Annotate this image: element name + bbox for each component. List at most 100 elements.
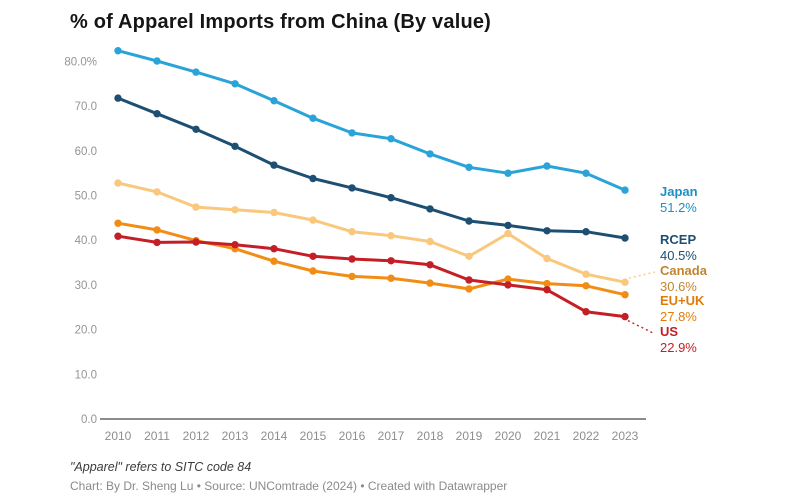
chart-title: % of Apparel Imports from China (By valu… <box>70 11 492 33</box>
y-tick-label: 0.0 <box>81 414 97 426</box>
series-label-rcep-name: RCEP <box>660 232 697 247</box>
data-point-rcep-2022 <box>582 228 590 236</box>
data-point-canada-2019 <box>465 252 473 260</box>
y-tick-label: 50.0 <box>75 191 97 203</box>
data-point-canada-2015 <box>309 216 317 224</box>
x-tick-label: 2014 <box>261 429 288 443</box>
y-tick-label: 30.0 <box>75 280 97 292</box>
y-tick-label: 40.0 <box>75 235 97 247</box>
data-point-japan-2013 <box>231 80 239 88</box>
x-tick-label: 2022 <box>573 429 600 443</box>
data-point-us-2023 <box>621 312 629 321</box>
data-point-japan-2014 <box>270 97 278 105</box>
data-point-euuk-2010 <box>114 219 122 227</box>
series-label-canada-value: 30.6% <box>660 279 697 294</box>
data-point-japan-2010 <box>114 47 122 55</box>
data-point-us-2021 <box>543 286 551 294</box>
data-point-euuk-2016 <box>348 272 356 281</box>
data-point-rcep-2016 <box>348 184 356 192</box>
data-point-japan-2019 <box>465 163 473 171</box>
data-point-rcep-2012 <box>192 125 200 133</box>
x-tick-label: 2015 <box>300 429 327 443</box>
data-point-japan-2015 <box>309 114 317 122</box>
data-point-us-2011 <box>153 238 161 247</box>
x-tick-label: 2018 <box>417 429 444 443</box>
leader-line-us <box>627 320 654 334</box>
x-tick-label: 2016 <box>339 429 366 443</box>
data-point-canada-2023 <box>621 278 629 286</box>
data-point-canada-2017 <box>387 232 395 240</box>
data-point-japan-2021 <box>543 162 551 170</box>
data-point-japan-2023 <box>621 186 629 194</box>
series-label-euuk-name: EU+UK <box>660 293 705 308</box>
data-point-canada-2020 <box>504 229 512 238</box>
data-point-us-2018 <box>426 261 434 269</box>
series-label-japan-value: 51.2% <box>660 200 697 215</box>
data-point-canada-2021 <box>543 254 551 263</box>
x-tick-label: 2023 <box>612 429 639 443</box>
data-point-japan-2011 <box>153 57 161 65</box>
data-point-us-2017 <box>387 257 395 265</box>
data-point-canada-2010 <box>114 179 122 187</box>
series-label-us: US 22.9% <box>660 324 697 356</box>
series-label-euuk: EU+UK 27.8% <box>660 293 704 325</box>
data-point-euuk-2017 <box>387 274 395 282</box>
data-point-euuk-2021 <box>543 279 551 288</box>
data-point-rcep-2020 <box>504 221 512 230</box>
data-point-us-2010 <box>114 232 122 240</box>
data-point-us-2012 <box>192 238 200 246</box>
series-label-euuk-value: 27.8% <box>660 309 697 324</box>
series-label-rcep-value: 40.5% <box>660 248 697 263</box>
series-line-canada <box>116 181 627 284</box>
data-point-euuk-2022 <box>582 282 590 290</box>
x-tick-label: 2021 <box>534 429 561 443</box>
x-tick-label: 2010 <box>105 429 132 443</box>
data-point-us-2019 <box>465 276 473 284</box>
data-point-canada-2022 <box>582 270 590 278</box>
data-point-rcep-2011 <box>153 110 161 118</box>
data-point-rcep-2014 <box>270 161 278 169</box>
data-point-rcep-2010 <box>114 94 122 102</box>
data-point-rcep-2019 <box>465 217 473 225</box>
data-point-japan-2018 <box>426 150 434 158</box>
data-point-us-2016 <box>348 255 356 263</box>
series-line-rcep <box>116 96 627 240</box>
series-label-us-value: 22.9% <box>660 340 697 355</box>
data-point-euuk-2019 <box>465 285 473 293</box>
series-line-us <box>116 234 627 319</box>
data-point-rcep-2013 <box>231 142 239 150</box>
data-point-euuk-2011 <box>153 226 161 234</box>
data-point-canada-2018 <box>426 237 434 246</box>
data-point-rcep-2023 <box>621 234 629 242</box>
leader-line-canada <box>628 271 656 279</box>
data-point-japan-2017 <box>387 135 395 143</box>
x-tick-label: 2012 <box>183 429 210 443</box>
series-label-canada-name: Canada <box>660 263 707 278</box>
data-point-us-2022 <box>582 308 590 316</box>
data-point-canada-2011 <box>153 188 161 196</box>
data-point-rcep-2018 <box>426 205 434 213</box>
data-point-japan-2016 <box>348 129 356 137</box>
data-point-rcep-2017 <box>387 194 395 202</box>
y-tick-label: 60.0 <box>75 146 97 158</box>
data-point-canada-2013 <box>231 206 239 214</box>
series-label-japan-name: Japan <box>660 184 698 199</box>
chart-credit-line: Chart: By Dr. Sheng Lu • Source: UNComtr… <box>70 479 508 493</box>
y-tick-label: 10.0 <box>75 369 97 381</box>
data-point-euuk-2023 <box>621 291 629 299</box>
series-label-japan: Japan 51.2% <box>660 184 698 216</box>
data-point-us-2015 <box>309 252 317 260</box>
series-label-rcep: RCEP 40.5% <box>660 232 697 264</box>
data-point-us-2013 <box>231 241 239 249</box>
data-point-euuk-2014 <box>270 257 278 265</box>
data-point-euuk-2015 <box>309 267 317 275</box>
y-tick-label: 70.0 <box>75 101 97 113</box>
data-point-rcep-2015 <box>309 174 317 183</box>
series-label-canada: Canada 30.6% <box>660 263 707 295</box>
data-point-euuk-2020 <box>504 275 512 283</box>
x-tick-label: 2017 <box>378 429 405 443</box>
x-tick-label: 2013 <box>222 429 249 443</box>
data-point-japan-2020 <box>504 169 512 177</box>
